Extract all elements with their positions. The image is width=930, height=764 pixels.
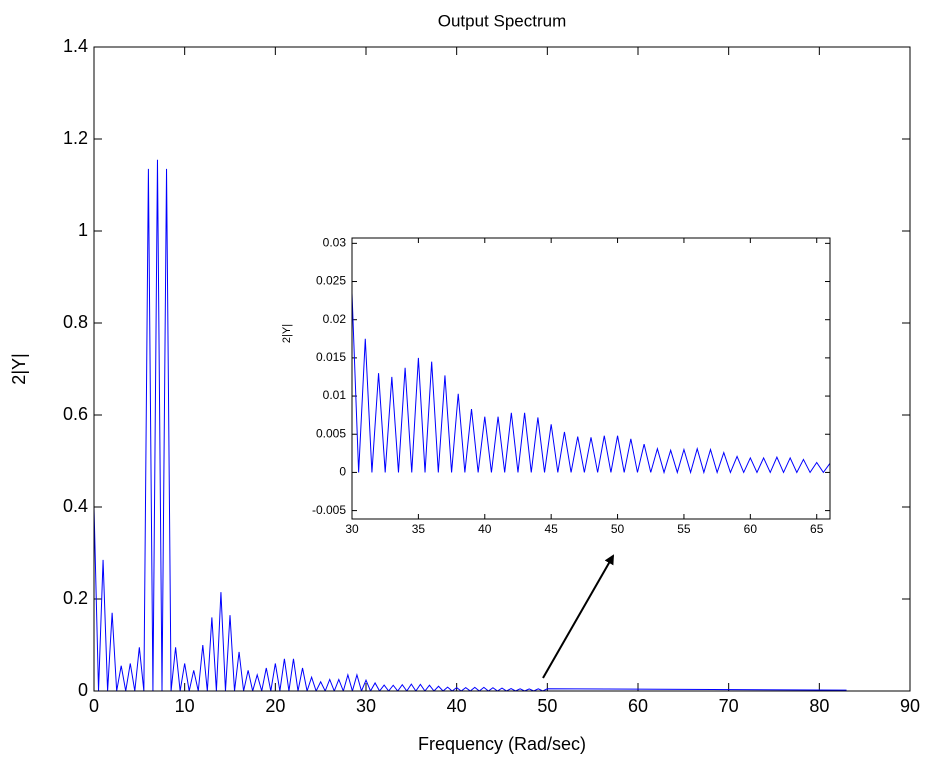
- x-tick-label: 50: [611, 522, 625, 536]
- axes-box: [351, 237, 831, 520]
- y-axis-label: 2|Y|: [9, 353, 29, 384]
- y-tick-label: 0.01: [323, 388, 347, 402]
- y-tick-label: 0.005: [316, 426, 346, 440]
- y-tick-label: 0.03: [323, 236, 347, 250]
- x-axis-label: Frequency (Rad/sec): [418, 734, 586, 754]
- x-tick-label: 60: [628, 696, 648, 716]
- x-tick-label: 80: [809, 696, 829, 716]
- y-tick-label: 0.2: [63, 588, 88, 608]
- y-tick-label: 0.8: [63, 312, 88, 332]
- x-tick-label: 40: [447, 696, 467, 716]
- y-tick-label: 0.02: [323, 312, 347, 326]
- data-line: [352, 292, 830, 475]
- y-tick-label: 0.4: [63, 496, 88, 516]
- pointer-arrow: [542, 554, 614, 679]
- plot-area: [352, 238, 830, 519]
- y-tick-label: 0.025: [316, 274, 346, 288]
- x-tick-label: 90: [900, 696, 920, 716]
- x-tick-label: 30: [345, 522, 359, 536]
- y-tick-label: 0: [339, 465, 346, 479]
- y-tick-label: 0: [78, 680, 88, 700]
- x-tick-label: 60: [744, 522, 758, 536]
- x-tick-label: 0: [89, 696, 99, 716]
- x-tick-label: 30: [356, 696, 376, 716]
- data-line: [94, 159, 847, 691]
- x-tick-label: 45: [544, 522, 558, 536]
- x-tick-label: 50: [537, 696, 557, 716]
- x-tick-label: 20: [265, 696, 285, 716]
- x-tick-label: 70: [719, 696, 739, 716]
- y-tick-label: 0.015: [316, 350, 346, 364]
- chart-title: Output Spectrum: [438, 11, 567, 30]
- x-tick-label: 65: [810, 522, 824, 536]
- y-tick-label: 1.4: [63, 36, 88, 56]
- x-tick-label: 55: [677, 522, 691, 536]
- x-tick-label: 10: [175, 696, 195, 716]
- y-tick-label: 0.6: [63, 404, 88, 424]
- y-axis-label: 2|Y|: [281, 324, 293, 343]
- y-tick-label: 1.2: [63, 128, 88, 148]
- y-tick-label: 1: [78, 220, 88, 240]
- x-tick-label: 40: [478, 522, 492, 536]
- x-tick-label: 35: [412, 522, 426, 536]
- y-tick-label: -0.005: [312, 503, 346, 517]
- axes-box: [93, 46, 911, 692]
